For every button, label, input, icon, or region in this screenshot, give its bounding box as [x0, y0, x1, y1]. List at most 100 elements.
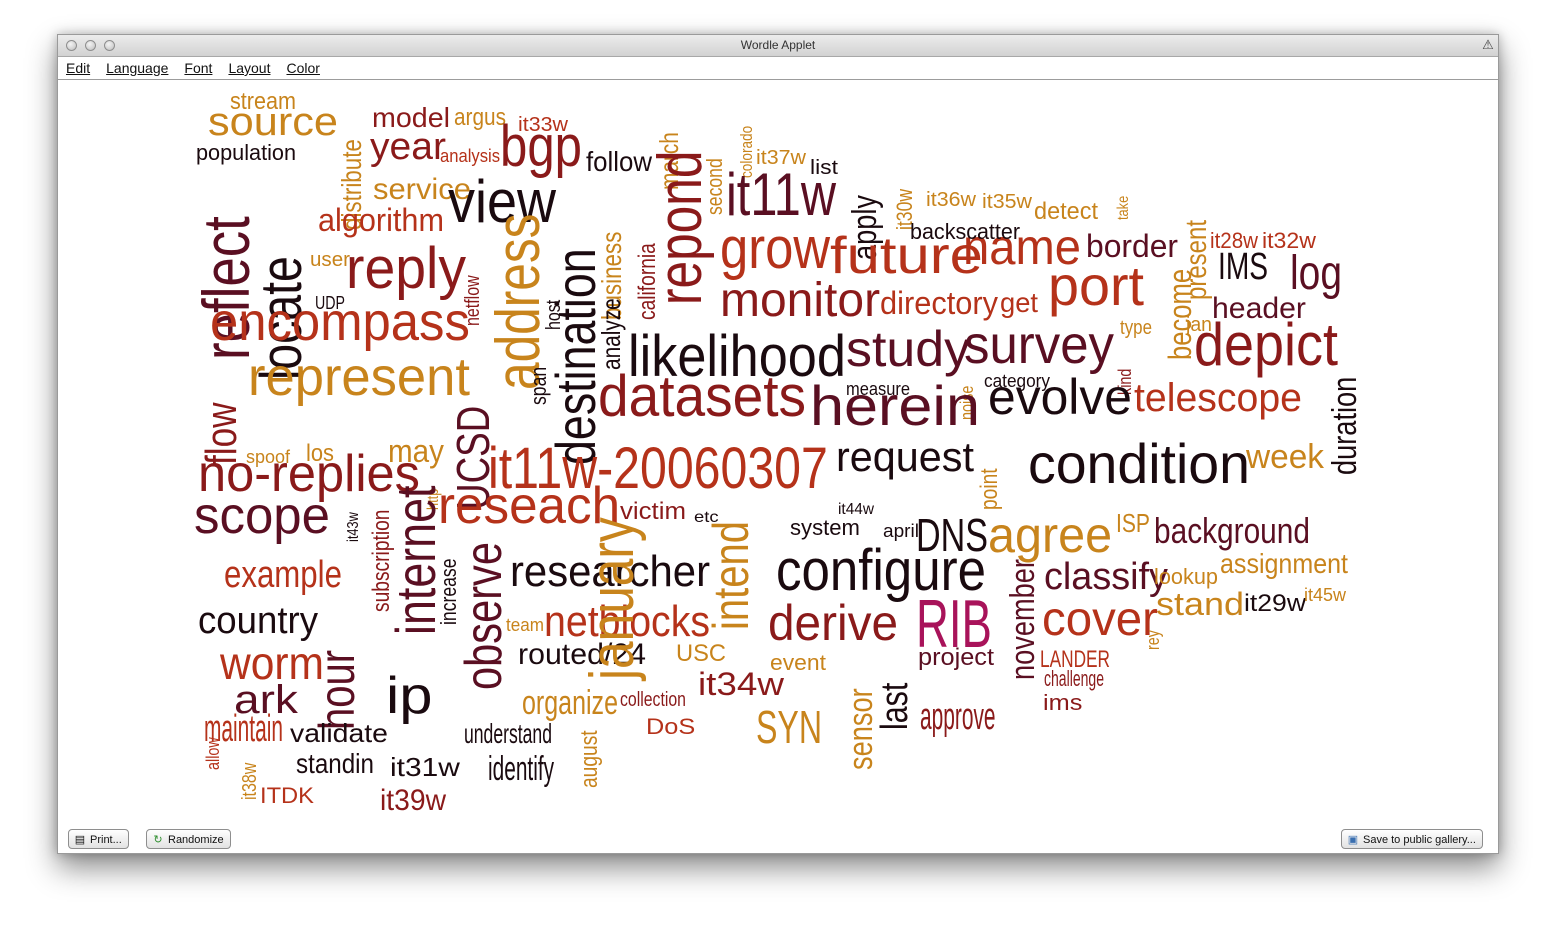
zoom-window-button[interactable]	[104, 40, 115, 51]
cloud-word: august	[576, 730, 603, 788]
cloud-word: stream	[230, 88, 297, 115]
cloud-word: maintain	[204, 708, 284, 750]
cloud-word: source	[208, 100, 339, 144]
cloud-word: it11w-20060307	[488, 436, 828, 501]
cloud-word: service	[373, 173, 471, 206]
warning-icon: ⚠	[1482, 37, 1494, 52]
word-cloud[interactable]: stream source population reflect locate distr…	[58, 80, 1498, 825]
cloud-word: backscatter	[910, 219, 1021, 244]
cloud-word: survey	[964, 315, 1114, 375]
cloud-word: study	[846, 321, 971, 377]
minimize-window-button[interactable]	[85, 40, 96, 51]
cloud-word: analyze	[596, 298, 626, 370]
cloud-word: it36w	[926, 189, 977, 211]
cloud-word: spoof	[246, 447, 291, 467]
cloud-word: event	[770, 650, 826, 675]
cloud-word: request	[836, 433, 974, 480]
cloud-word: standin	[296, 748, 375, 779]
cloud-word: RIB	[916, 586, 992, 662]
menu-bar: Edit Language Font Layout Color	[58, 57, 1498, 80]
cloud-word: represent	[248, 347, 470, 407]
cloud-word: algorithm	[318, 202, 444, 238]
menu-layout[interactable]: Layout	[228, 60, 271, 76]
menu-language[interactable]: Language	[106, 60, 169, 76]
cloud-word: background	[1154, 510, 1310, 551]
menu-color[interactable]: Color	[286, 60, 320, 76]
cloud-word: take	[1115, 195, 1132, 220]
cloud-word: may	[388, 433, 444, 469]
cloud-word: it43w	[345, 512, 362, 542]
cloud-word: it33w	[518, 114, 569, 136]
cloud-word: category	[984, 371, 1051, 391]
cloud-word: validate	[290, 718, 388, 748]
cloud-word: organize	[522, 684, 618, 722]
cloud-word: border	[1086, 228, 1179, 264]
printer-icon: ▤	[74, 834, 86, 846]
cloud-word: user	[310, 249, 350, 271]
cloud-word: it45w	[1304, 585, 1346, 605]
cloud-word: it38w	[239, 762, 261, 800]
cloud-word: population	[196, 140, 297, 165]
cloud-word: IMS	[1218, 246, 1268, 288]
cloud-word: challenge	[1044, 666, 1104, 691]
cloud-word: header	[1212, 292, 1306, 325]
menu-edit[interactable]: Edit	[66, 60, 91, 76]
print-button[interactable]: ▤ Print...	[68, 829, 129, 849]
cloud-word: view	[448, 168, 557, 235]
cloud-word: it28w	[1210, 228, 1259, 253]
title-bar: Wordle Applet ⚠	[58, 35, 1498, 57]
cloud-word: los	[306, 440, 334, 467]
cloud-word: ITDK	[260, 783, 314, 808]
cloud-word: bgp	[500, 114, 582, 179]
cloud-word: LANDER	[1040, 646, 1111, 673]
cloud-word: type	[1120, 317, 1152, 339]
cloud-word: worm	[220, 637, 325, 689]
cloud-word: depict	[1194, 311, 1338, 378]
cloud-word: lookup	[1154, 564, 1219, 589]
save-to-gallery-button[interactable]: ▣ Save to public gallery...	[1341, 829, 1483, 849]
cloud-word: victim	[620, 498, 686, 525]
cloud-word: model	[372, 102, 451, 133]
cloud-word: point	[976, 468, 1003, 510]
cloud-word: DNS	[916, 509, 988, 561]
close-window-button[interactable]	[66, 40, 77, 51]
cloud-word: scope	[194, 487, 330, 545]
cloud-word: ims	[1043, 690, 1083, 715]
cloud-word: approve	[920, 696, 996, 738]
cloud-word: condition	[1028, 432, 1250, 495]
cloud-word: it11w	[726, 161, 836, 228]
cloud-word: ISP	[1116, 508, 1150, 538]
cloud-word: configure	[776, 538, 986, 603]
cloud-word: monitor	[720, 274, 881, 327]
cloud-word: it37w	[756, 147, 807, 169]
window-title: Wordle Applet	[740, 38, 816, 52]
cloud-word: classify	[1044, 556, 1168, 598]
cloud-word: future	[830, 227, 983, 285]
cloud-word: april	[883, 521, 919, 541]
cloud-word: researcher	[510, 547, 711, 596]
cloud-word: january	[578, 517, 647, 680]
cloud-word: USC	[676, 640, 727, 667]
cloud-word: SYN	[756, 701, 823, 753]
cloud-word: address	[484, 213, 553, 390]
cloud-word: country	[198, 600, 319, 642]
cloud-word: understand	[464, 718, 552, 749]
cloud-word: it39w	[380, 784, 446, 817]
cloud-word: analysis	[440, 146, 501, 166]
cloud-word: it31w	[390, 752, 460, 782]
cloud-word: no-replies	[198, 445, 420, 503]
refresh-icon: ↻	[153, 834, 163, 846]
cloud-word: stand	[1156, 586, 1244, 622]
cloud-word: it29w	[1244, 590, 1307, 617]
cloud-word: port	[1048, 254, 1145, 317]
cloud-word: system	[790, 515, 860, 540]
randomize-button[interactable]: ↻ Randomize	[146, 829, 231, 849]
cloud-word: likelihood	[628, 324, 846, 389]
menu-font[interactable]: Font	[184, 60, 213, 76]
cloud-word: reseach	[438, 477, 621, 535]
cloud-word: argus	[454, 104, 507, 131]
cloud-word: telescope	[1134, 376, 1302, 420]
cloud-word: collection	[620, 689, 686, 711]
cloud-word: example	[224, 554, 342, 596]
cloud-word: observe	[455, 542, 513, 690]
